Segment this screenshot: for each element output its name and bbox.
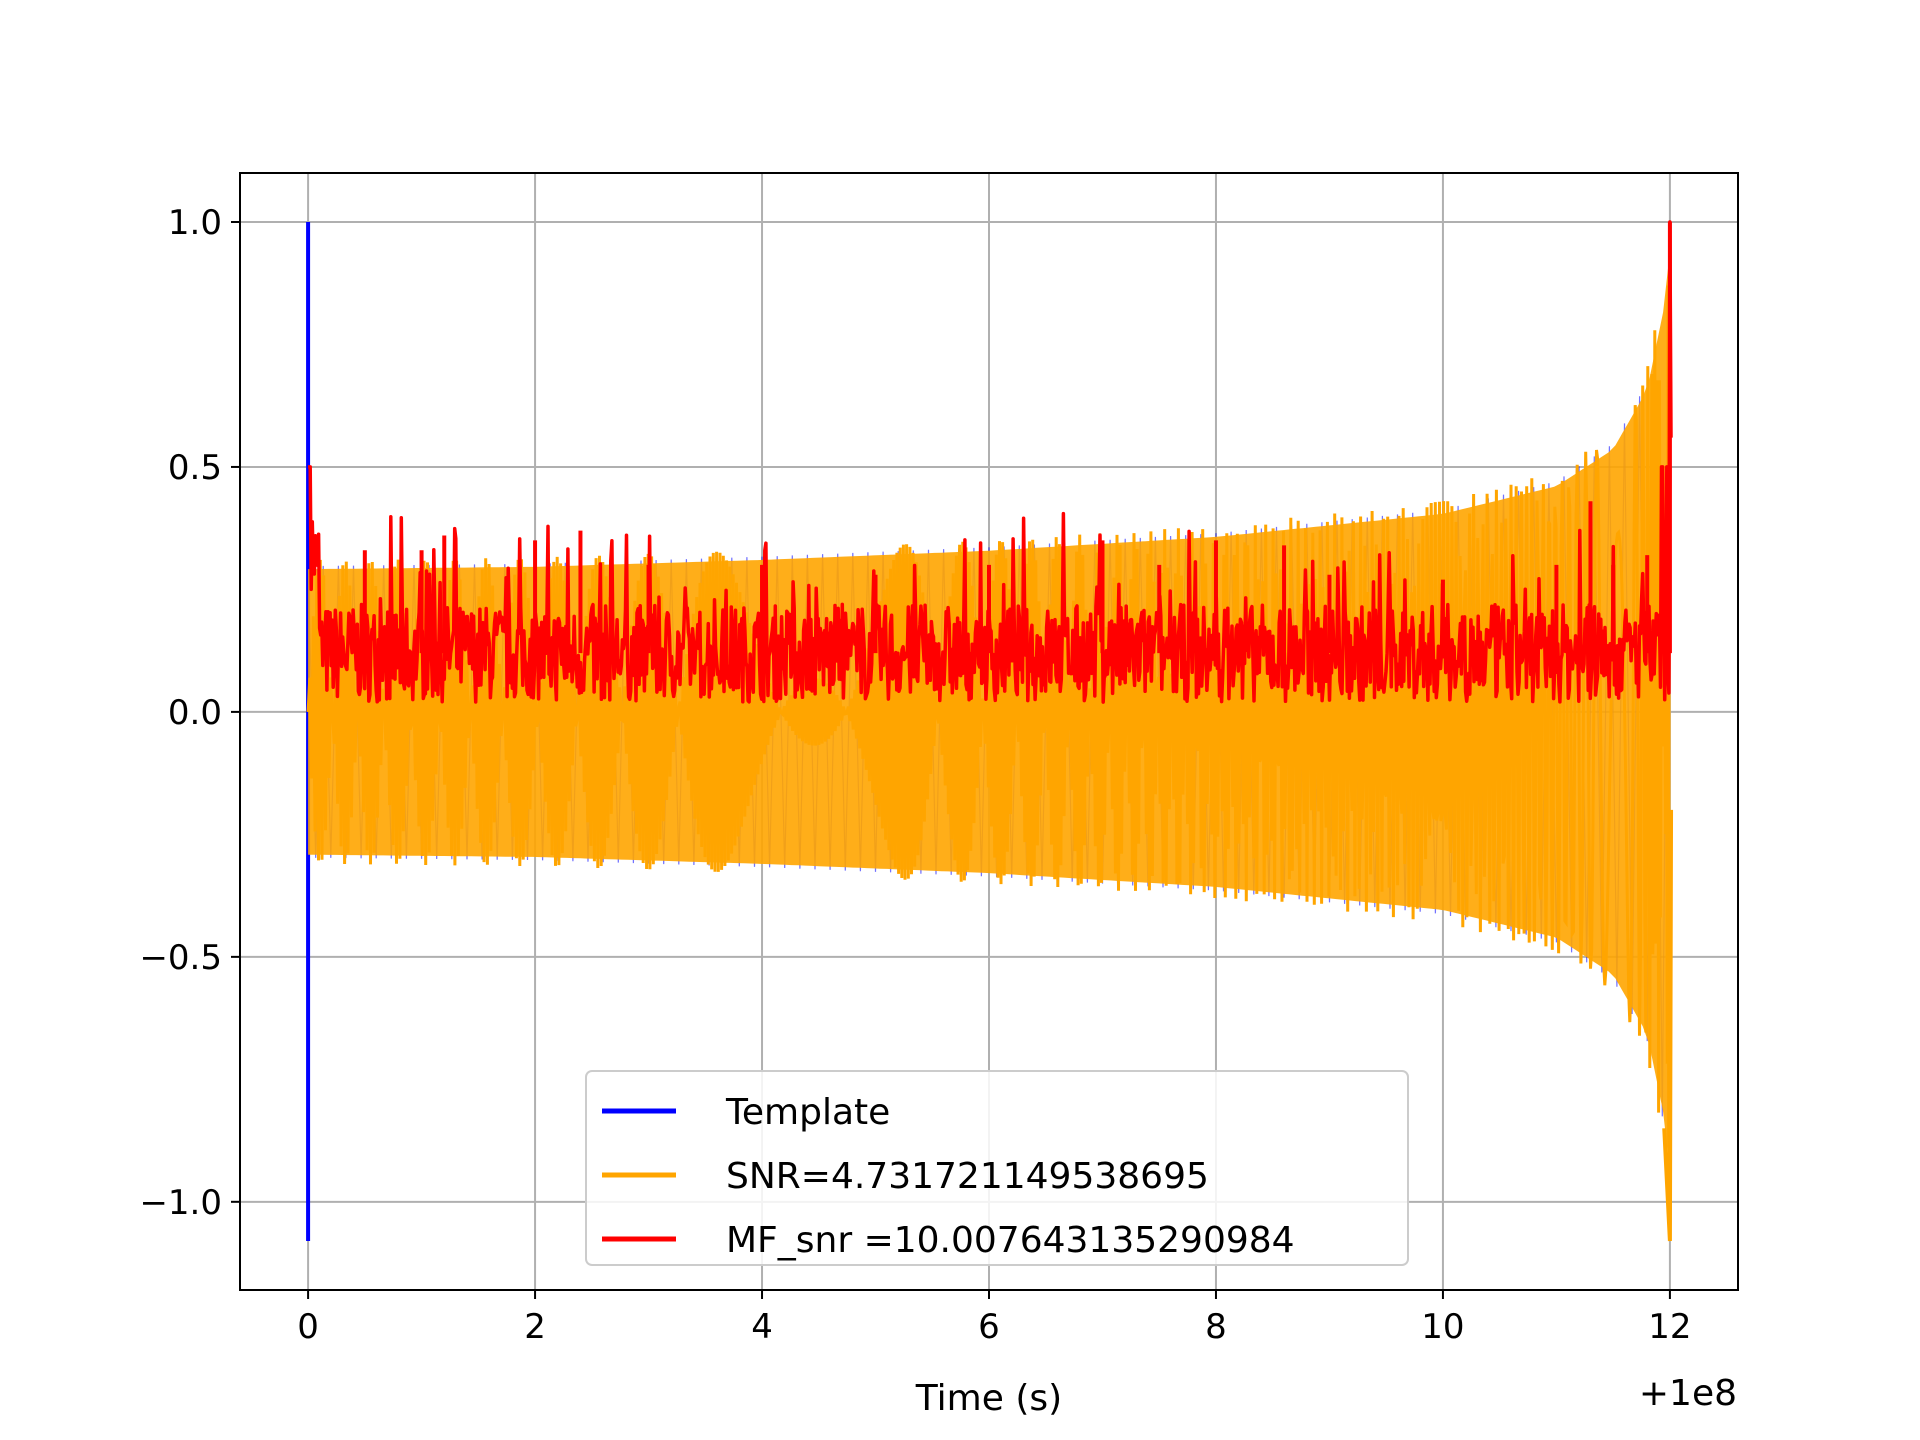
y-tick-label: 0.0 bbox=[168, 693, 222, 733]
y-tick-label: 0.5 bbox=[168, 448, 222, 488]
x-tick-label: 12 bbox=[1648, 1307, 1691, 1347]
x-tick-label: 0 bbox=[297, 1307, 319, 1347]
y-tick-label: −1.0 bbox=[139, 1183, 222, 1223]
x-tick-label: 6 bbox=[978, 1307, 1000, 1347]
plot-area bbox=[306, 220, 1674, 1242]
x-offset-label: +1e8 bbox=[1639, 1373, 1737, 1414]
legend-label: Template bbox=[725, 1092, 890, 1133]
y-tick-label: −0.5 bbox=[139, 938, 222, 978]
x-tick-label: 8 bbox=[1205, 1307, 1227, 1347]
legend: Template SNR=4.731721149538695 MF_snr =10.… bbox=[585, 1070, 1409, 1266]
x-tick-label: 10 bbox=[1421, 1307, 1464, 1347]
legend-box bbox=[585, 1070, 1409, 1266]
legend-label: MF_snr =10.007643135290984 bbox=[726, 1220, 1295, 1261]
x-axis-label: Time (s) bbox=[915, 1378, 1062, 1419]
series-mf-snr bbox=[307, 220, 1673, 704]
y-tick-label: 1.0 bbox=[168, 203, 222, 243]
legend-label: SNR=4.731721149538695 bbox=[726, 1156, 1209, 1197]
snr-negative-tip bbox=[1662, 809, 1674, 1242]
x-tick-label: 4 bbox=[751, 1307, 773, 1347]
x-tick-label: 2 bbox=[524, 1307, 546, 1347]
snr-envelope-fill bbox=[308, 251, 1670, 1173]
series-snr bbox=[306, 251, 1674, 1242]
ticks: 0 2 4 6 8 10 12 1.0 0.5 0.0 −0.5 −1.0 bbox=[139, 203, 1691, 1347]
